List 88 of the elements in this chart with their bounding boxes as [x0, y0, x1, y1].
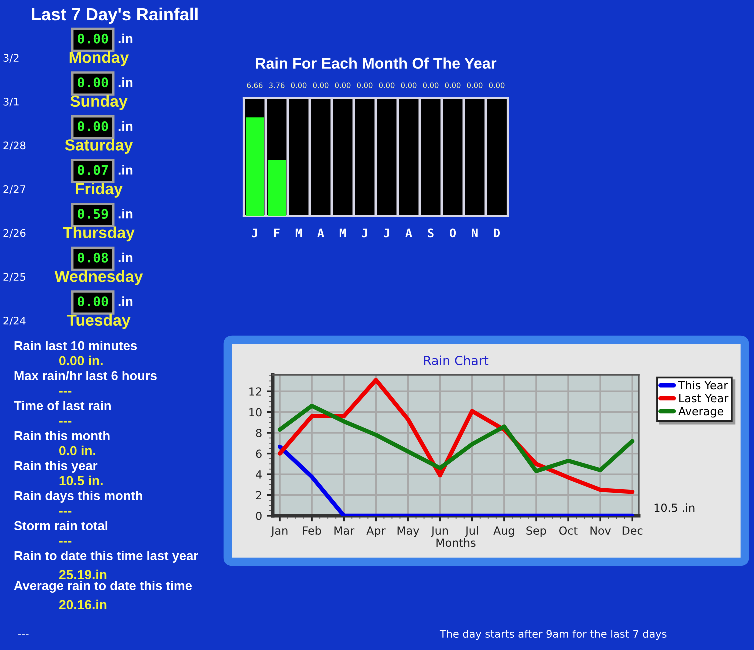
text: .in — [118, 296, 133, 306]
text: Monday — [70, 52, 130, 66]
x-tick-label: D — [494, 228, 500, 238]
x-tick-label: Jul — [465, 526, 478, 538]
text: The day starts after 9am for the last 7 days — [440, 630, 667, 640]
x-tick-label: Nov — [590, 526, 612, 536]
text: Thursday — [63, 226, 135, 242]
x-tick-label: J — [252, 228, 258, 238]
y-tick-label: 10 — [250, 408, 262, 417]
y-tick-label: 4 — [256, 470, 262, 479]
x-tick-label: S — [428, 228, 434, 238]
text: --- — [60, 511, 72, 513]
text: Tuesday — [67, 314, 131, 330]
text: Rain this month — [14, 431, 110, 440]
text: Wednesday — [54, 270, 144, 286]
text: .in — [118, 78, 133, 88]
legend-label: Average — [678, 407, 724, 418]
x-tick-label: May — [398, 526, 420, 538]
text: 0.00 — [78, 78, 108, 88]
text: 2/27 — [4, 186, 26, 194]
text: Rain days this month — [14, 491, 142, 503]
text: 0.00 — [78, 121, 108, 132]
text: 0.0 in. — [60, 446, 96, 456]
text: Time of last rain — [14, 401, 111, 410]
x-tick-label: Mar — [334, 526, 355, 536]
text: 0.59 — [78, 209, 108, 220]
line-series — [278, 404, 635, 474]
x-tick-label: Feb — [303, 526, 322, 536]
x-tick-label: Dec — [622, 526, 643, 536]
text: Friday — [76, 182, 123, 198]
text: --- — [60, 421, 72, 423]
x-tick-label: A — [406, 228, 412, 238]
y-tick-label: 2 — [256, 491, 262, 500]
x-tick-label: O — [450, 228, 456, 238]
text: --- — [60, 391, 72, 393]
legend-label: This Year — [678, 381, 728, 390]
text: --- — [18, 634, 29, 636]
x-axis-title: Months — [436, 538, 476, 548]
text: Max rain/hr last 6 hours — [14, 371, 157, 381]
text: .in — [118, 165, 133, 175]
y-tick-label: 0 — [256, 512, 262, 520]
x-tick-label: Oct — [560, 526, 578, 536]
text: 0.07 — [78, 165, 108, 176]
y-tick-label: 6 — [256, 450, 262, 458]
x-tick-label: Apr — [366, 526, 386, 538]
text: 3/2 — [4, 54, 19, 63]
text: --- — [60, 541, 72, 543]
text: Rain this year — [14, 461, 98, 473]
x-tick-label: N — [472, 228, 478, 238]
chart-title: Rain Chart — [424, 356, 489, 366]
text: 10.5 .in — [654, 504, 695, 512]
text: 0.00 — [78, 34, 108, 44]
x-tick-label: Sep — [526, 526, 546, 538]
x-tick-label: A — [318, 228, 324, 238]
text: 25.19.in — [59, 570, 107, 580]
legend-label: Last Year — [680, 394, 729, 403]
text: Saturday — [65, 139, 134, 154]
text: .in — [118, 209, 133, 219]
text: Average rain to date this time — [14, 581, 192, 593]
x-tick-label: J — [384, 228, 390, 238]
x-tick-label: J — [362, 228, 368, 238]
y-tick-label: 12 — [250, 388, 262, 396]
x-tick-label: M — [296, 228, 302, 238]
x-tick-label: Jan — [270, 526, 288, 538]
x-tick-label: F — [274, 228, 280, 238]
text: 2/24 — [4, 316, 26, 326]
text: 10.5 in. — [60, 476, 103, 486]
text: .in — [118, 121, 133, 132]
text: .in — [118, 252, 133, 262]
x-tick-label: Aug — [494, 526, 514, 538]
chart-title: Rain For Each Month Of The Year — [256, 58, 497, 69]
text: Storm rain total — [14, 521, 108, 530]
x-tick-label: Jun — [431, 526, 448, 538]
text: 2/26 — [4, 229, 26, 238]
text: 0.00 in. — [60, 356, 103, 366]
text: 0.08 — [78, 252, 108, 263]
text: 2/25 — [4, 273, 26, 282]
y-tick-label: 8 — [256, 429, 262, 438]
text: Sunday — [70, 95, 128, 110]
text: Rain to date this time last year — [14, 551, 198, 563]
text: Last 7 Day's Rainfall — [32, 8, 198, 24]
text: .in — [118, 34, 133, 44]
text: 0.00 — [78, 296, 108, 307]
text: Rain last 10 minutes — [14, 341, 138, 350]
text: 3/1 — [4, 98, 19, 107]
text: 2/28 — [4, 142, 26, 150]
text: 20.16.in — [59, 600, 107, 610]
x-tick-label: M — [340, 228, 346, 238]
